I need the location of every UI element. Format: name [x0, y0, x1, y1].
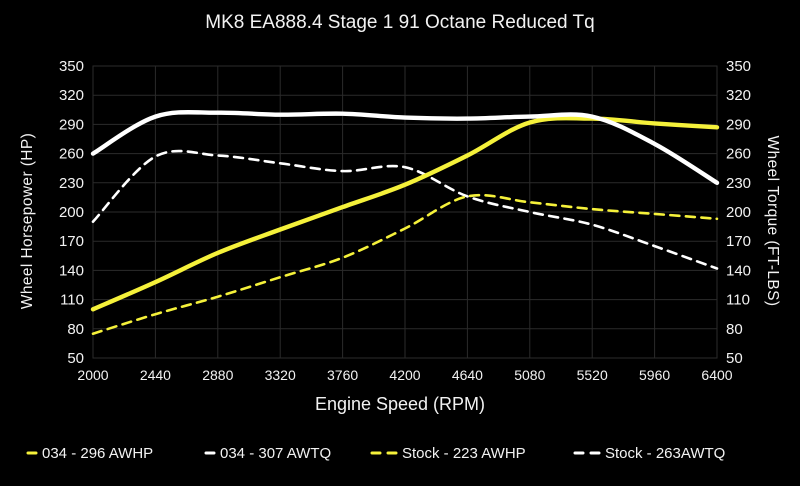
svg-text:4200: 4200 — [389, 367, 420, 383]
svg-text:140: 140 — [726, 262, 751, 279]
svg-text:260: 260 — [726, 146, 751, 163]
svg-text:Stock - 223 AWHP: Stock - 223 AWHP — [402, 445, 526, 462]
svg-text:170: 170 — [726, 233, 751, 250]
svg-text:4640: 4640 — [452, 367, 483, 383]
svg-text:140: 140 — [59, 262, 84, 279]
svg-text:230: 230 — [726, 175, 751, 192]
svg-text:350: 350 — [726, 58, 751, 75]
svg-text:320: 320 — [726, 87, 751, 104]
svg-text:110: 110 — [726, 292, 750, 309]
svg-text:3320: 3320 — [265, 367, 296, 383]
svg-text:2880: 2880 — [202, 367, 233, 383]
svg-text:2000: 2000 — [77, 367, 108, 383]
svg-text:5520: 5520 — [577, 367, 608, 383]
svg-text:5960: 5960 — [639, 367, 670, 383]
svg-text:Stock - 263AWTQ: Stock - 263AWTQ — [605, 445, 725, 462]
svg-text:200: 200 — [726, 204, 751, 221]
svg-text:2440: 2440 — [140, 367, 171, 383]
svg-text:260: 260 — [59, 146, 84, 163]
svg-text:80: 80 — [726, 321, 743, 338]
svg-text:350: 350 — [59, 58, 84, 75]
svg-text:80: 80 — [67, 321, 84, 338]
svg-text:6400: 6400 — [701, 367, 732, 383]
svg-text:50: 50 — [67, 350, 84, 367]
svg-text:290: 290 — [726, 116, 751, 133]
svg-text:230: 230 — [59, 175, 84, 192]
svg-text:320: 320 — [59, 87, 84, 104]
svg-text:3760: 3760 — [327, 367, 358, 383]
svg-text:034 - 307 AWTQ: 034 - 307 AWTQ — [220, 445, 331, 462]
svg-text:50: 50 — [726, 350, 743, 367]
svg-text:290: 290 — [59, 116, 84, 133]
svg-text:170: 170 — [59, 233, 84, 250]
svg-text:110: 110 — [60, 292, 84, 309]
svg-text:5080: 5080 — [514, 367, 545, 383]
svg-text:200: 200 — [59, 204, 84, 221]
svg-text:034 - 296 AWHP: 034 - 296 AWHP — [42, 445, 153, 462]
